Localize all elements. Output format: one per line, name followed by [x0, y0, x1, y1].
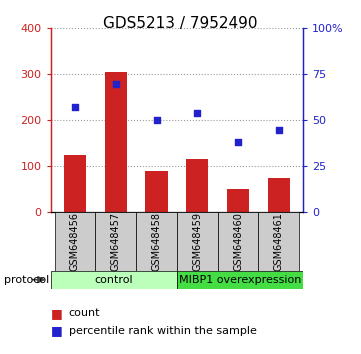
Bar [145, 171, 168, 212]
Bar [218, 212, 258, 271]
Text: GSM648458: GSM648458 [152, 212, 161, 271]
Bar [227, 189, 249, 212]
Bar [105, 72, 127, 212]
Bar [177, 271, 303, 289]
Point [276, 127, 282, 132]
Bar [51, 271, 177, 289]
Text: GSM648461: GSM648461 [274, 212, 284, 271]
Point [72, 105, 78, 110]
Bar [136, 212, 177, 271]
Point [154, 118, 160, 123]
Text: control: control [95, 275, 133, 285]
Point [113, 81, 119, 86]
Text: count: count [69, 308, 100, 318]
Text: ■: ■ [51, 307, 62, 320]
Text: GDS5213 / 7952490: GDS5213 / 7952490 [103, 16, 258, 31]
Text: protocol: protocol [4, 275, 49, 285]
Point [194, 110, 200, 116]
Text: GSM648460: GSM648460 [233, 212, 243, 271]
Text: GSM648459: GSM648459 [192, 212, 202, 271]
Text: MIBP1 overexpression: MIBP1 overexpression [179, 275, 301, 285]
Bar [95, 212, 136, 271]
Text: ■: ■ [51, 325, 62, 337]
Text: GSM648456: GSM648456 [70, 212, 80, 271]
Text: percentile rank within the sample: percentile rank within the sample [69, 326, 256, 336]
Point [235, 139, 241, 145]
Bar [268, 178, 290, 212]
Bar [64, 155, 86, 212]
Bar [186, 160, 209, 212]
Bar [177, 212, 218, 271]
Bar [258, 212, 299, 271]
Text: GSM648457: GSM648457 [111, 212, 121, 271]
Bar [55, 212, 95, 271]
